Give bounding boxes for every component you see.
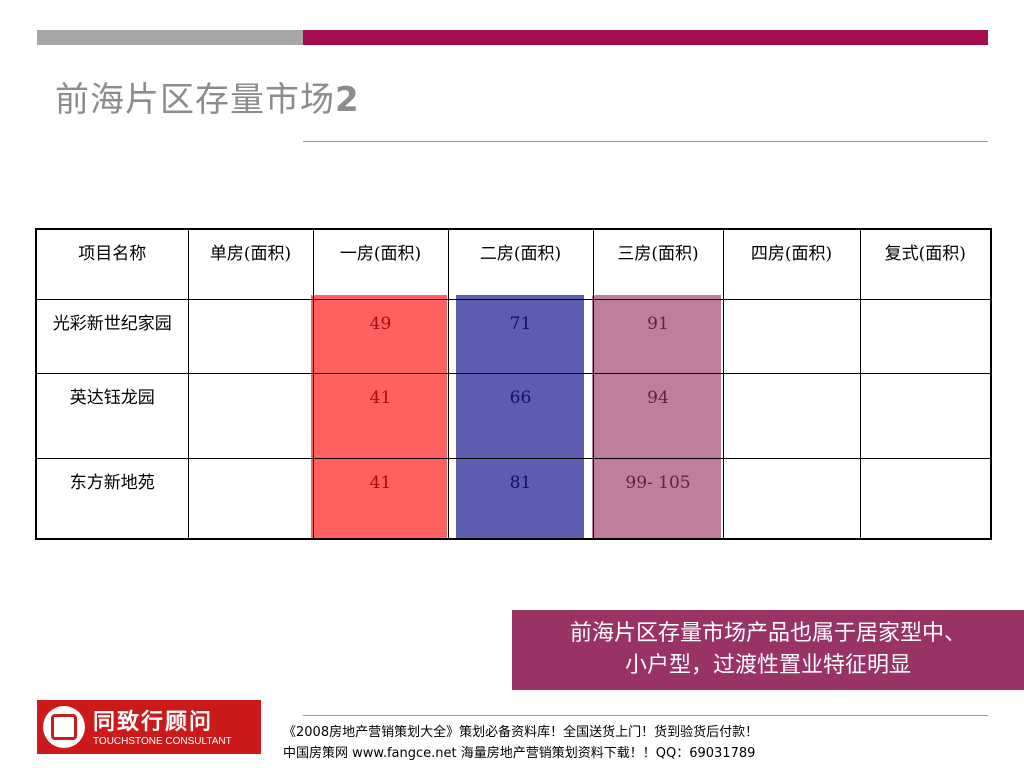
header-duplex: 复式(面积) bbox=[859, 228, 992, 300]
title-divider bbox=[303, 141, 988, 142]
header-project-name: 项目名称 bbox=[35, 228, 189, 300]
logo-emblem-inner bbox=[51, 714, 77, 740]
table-row: 英达钰龙园 41 66 94 bbox=[35, 372, 992, 459]
header-two-room: 二房(面积) bbox=[447, 228, 594, 300]
four-room-cell bbox=[722, 298, 861, 374]
project-name-cell: 光彩新世纪家园 bbox=[35, 298, 189, 374]
slide-title-number: 2 bbox=[335, 80, 360, 120]
project-name-cell: 英达钰龙园 bbox=[35, 372, 189, 459]
table-row: 东方新地苑 41 81 99- 105 bbox=[35, 457, 992, 540]
top-bar-gray bbox=[37, 30, 303, 45]
one-room-cell: 49 bbox=[312, 298, 449, 374]
slide-title: 前海片区存量市场2 bbox=[55, 72, 360, 121]
table-header-row: 项目名称 单房(面积) 一房(面积) 二房(面积) 三房(面积) 四房(面积) … bbox=[35, 228, 992, 300]
footer-line-2: 中国房策网 www.fangce.net 海量房地产营销策划资料下载！！QQ：6… bbox=[283, 746, 756, 761]
three-room-cell: 99- 105 bbox=[592, 457, 724, 540]
summary-callout: 前海片区存量市场产品也属于居家型中、 小户型，过渡性置业特征明显 bbox=[512, 610, 1024, 690]
summary-line-2: 小户型，过渡性置业特征明显 bbox=[624, 653, 911, 678]
two-room-cell: 71 bbox=[447, 298, 594, 374]
one-room-cell: 41 bbox=[312, 372, 449, 459]
studio-cell bbox=[187, 457, 314, 540]
company-logo: 同致行顾问 TOUCHSTONE CONSULTANT bbox=[37, 700, 261, 754]
logo-chinese-name: 同致行顾问 bbox=[93, 709, 214, 735]
four-room-cell bbox=[722, 457, 861, 540]
table-row: 光彩新世纪家园 49 71 91 bbox=[35, 298, 992, 374]
three-room-cell: 91 bbox=[592, 298, 724, 374]
one-room-cell: 41 bbox=[312, 457, 449, 540]
header-studio: 单房(面积) bbox=[187, 228, 314, 300]
duplex-cell bbox=[859, 372, 992, 459]
header-three-room: 三房(面积) bbox=[592, 228, 724, 300]
header-one-room: 一房(面积) bbox=[312, 228, 449, 300]
studio-cell bbox=[187, 298, 314, 374]
three-room-cell: 94 bbox=[592, 372, 724, 459]
inventory-table: 项目名称 单房(面积) 一房(面积) 二房(面积) 三房(面积) 四房(面积) … bbox=[35, 228, 992, 540]
logo-emblem-icon bbox=[43, 706, 85, 748]
slide-title-text: 前海片区存量市场 bbox=[55, 80, 335, 120]
header-four-room: 四房(面积) bbox=[722, 228, 861, 300]
project-name-cell: 东方新地苑 bbox=[35, 457, 189, 540]
logo-english-name: TOUCHSTONE CONSULTANT bbox=[93, 736, 232, 747]
footer-line-1: 《2008房地产营销策划大全》策划必备资料库！全国送货上门！货到验货后付款！ bbox=[283, 725, 759, 740]
four-room-cell bbox=[722, 372, 861, 459]
footer-text: 《2008房地产营销策划大全》策划必备资料库！全国送货上门！货到验货后付款！ 中… bbox=[283, 722, 903, 764]
duplex-cell bbox=[859, 298, 992, 374]
footer-divider bbox=[303, 715, 988, 716]
two-room-cell: 66 bbox=[447, 372, 594, 459]
summary-line-1: 前海片区存量市场产品也属于居家型中、 bbox=[569, 621, 966, 646]
two-room-cell: 81 bbox=[447, 457, 594, 540]
duplex-cell bbox=[859, 457, 992, 540]
top-bar-accent bbox=[303, 30, 988, 45]
studio-cell bbox=[187, 372, 314, 459]
